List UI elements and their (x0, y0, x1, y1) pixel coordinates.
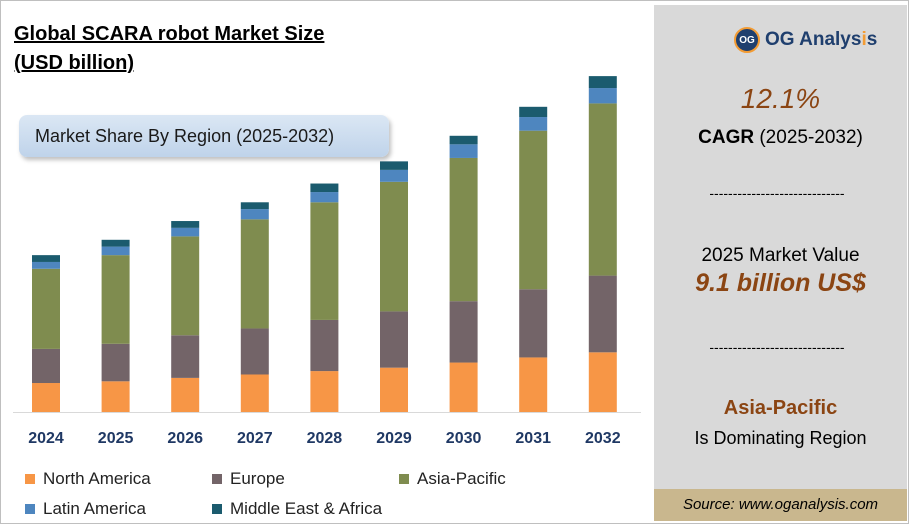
summary-panel: OG OG Analysis 12.1% CAGR (2025-2032) --… (654, 5, 907, 521)
bar-segment-asia-pacific-2027 (240, 219, 269, 329)
x-tick-label-2031: 2031 (515, 430, 551, 447)
bar-segment-north-america-2027 (240, 374, 269, 412)
bar-segment-middle-east-africa-2026 (171, 221, 200, 228)
bar-segment-latin-america-2024 (32, 261, 60, 269)
bar-segment-asia-pacific-2024 (32, 268, 60, 349)
og-analysis-logo: OG OG Analysis (734, 27, 877, 53)
bar-segment-latin-america-2032 (588, 88, 617, 104)
market-value-label: 2025 Market Value (701, 245, 860, 266)
bar-segment-asia-pacific-2032 (588, 103, 617, 276)
logo-text-end: s (866, 29, 878, 50)
bar-segment-asia-pacific-2030 (449, 157, 478, 302)
bar-segment-north-america-2025 (101, 381, 130, 412)
bar-segment-latin-america-2025 (101, 246, 130, 256)
bar-segment-europe-2026 (171, 335, 200, 378)
bar-segment-middle-east-africa-2030 (449, 135, 478, 145)
source-note: Source: www.oganalysis.com (654, 489, 907, 521)
bar-segment-latin-america-2028 (310, 192, 339, 203)
x-tick-label-2029: 2029 (376, 430, 412, 447)
bar-segment-latin-america-2026 (171, 227, 200, 237)
bar-segment-north-america-2031 (519, 357, 548, 412)
divider-1: ----------------------------- (709, 185, 845, 201)
logo-text: OG Analysis (765, 29, 877, 51)
cagr-label-period: (2025-2032) (754, 127, 863, 148)
bar-segment-asia-pacific-2028 (310, 202, 339, 320)
dominating-text: Is Dominating Region (694, 428, 867, 448)
bar-segment-europe-2030 (449, 301, 478, 363)
bar-segment-latin-america-2029 (380, 169, 408, 182)
cagr-label: CAGR (2025-2032) (654, 127, 907, 149)
bar-segment-europe-2028 (310, 319, 339, 372)
logo-badge-icon: OG (734, 27, 760, 53)
bar-segment-europe-2025 (101, 343, 130, 382)
bar-segment-middle-east-africa-2029 (380, 161, 408, 170)
x-tick-label-2028: 2028 (307, 430, 343, 447)
bar-segment-north-america-2030 (449, 362, 478, 412)
subtitle-pill: Market Share By Region (2025-2032) (19, 115, 389, 157)
divider-2: ----------------------------- (709, 339, 845, 355)
stacked-bar-chart: 2024 2025 2026 2027 2028 2029 2030 2031 2032 (13, 76, 641, 447)
bar-segment-middle-east-africa-2027 (240, 202, 269, 210)
bar-segment-latin-america-2031 (519, 117, 548, 131)
bar-segment-middle-east-africa-2025 (101, 239, 130, 247)
title-line-1: Global SCARA robot Market Size (14, 23, 325, 45)
bar-segment-europe-2029 (380, 311, 408, 368)
bar-segment-asia-pacific-2025 (101, 255, 130, 344)
cagr-value: 12.1% (740, 83, 821, 114)
bar-segment-middle-east-africa-2024 (32, 255, 60, 262)
bar-segment-europe-2032 (588, 275, 617, 353)
x-tick-label-2026: 2026 (167, 430, 203, 447)
bar-segment-middle-east-africa-2028 (310, 183, 339, 193)
bar-segment-middle-east-africa-2032 (588, 76, 617, 89)
bar-segment-north-america-2026 (171, 377, 200, 412)
bar-segment-north-america-2028 (310, 371, 339, 412)
cagr-label-bold: CAGR (698, 127, 755, 148)
bar-segment-north-america-2032 (588, 352, 617, 412)
bar-segment-latin-america-2027 (240, 209, 269, 220)
x-tick-label-2027: 2027 (237, 430, 273, 447)
bar-segment-middle-east-africa-2031 (519, 106, 548, 118)
logo-text-accent: i (861, 29, 867, 50)
x-tick-label-2024: 2024 (28, 430, 64, 447)
bar-segment-europe-2031 (519, 289, 548, 358)
bar-segment-europe-2027 (240, 328, 269, 375)
chart-title: Global SCARA robot Market Size (USD bill… (14, 20, 324, 78)
bar-segment-asia-pacific-2026 (171, 236, 200, 336)
x-tick-label-2030: 2030 (446, 430, 482, 447)
bar-segment-north-america-2029 (380, 367, 408, 412)
bar-segment-north-america-2024 (32, 383, 60, 412)
x-tick-label-2032: 2032 (585, 430, 621, 447)
logo-text-main: OG Analys (765, 29, 862, 50)
market-value: 9.1 billion US$ (695, 269, 866, 297)
title-line-2: (USD billion) (14, 52, 134, 74)
bar-segment-asia-pacific-2031 (519, 130, 548, 290)
dominating-region: Asia-Pacific (723, 397, 838, 419)
x-tick-label-2025: 2025 (98, 430, 134, 447)
bar-segment-asia-pacific-2029 (380, 181, 408, 312)
bar-segment-europe-2024 (32, 348, 60, 384)
bar-segment-latin-america-2030 (449, 144, 478, 158)
